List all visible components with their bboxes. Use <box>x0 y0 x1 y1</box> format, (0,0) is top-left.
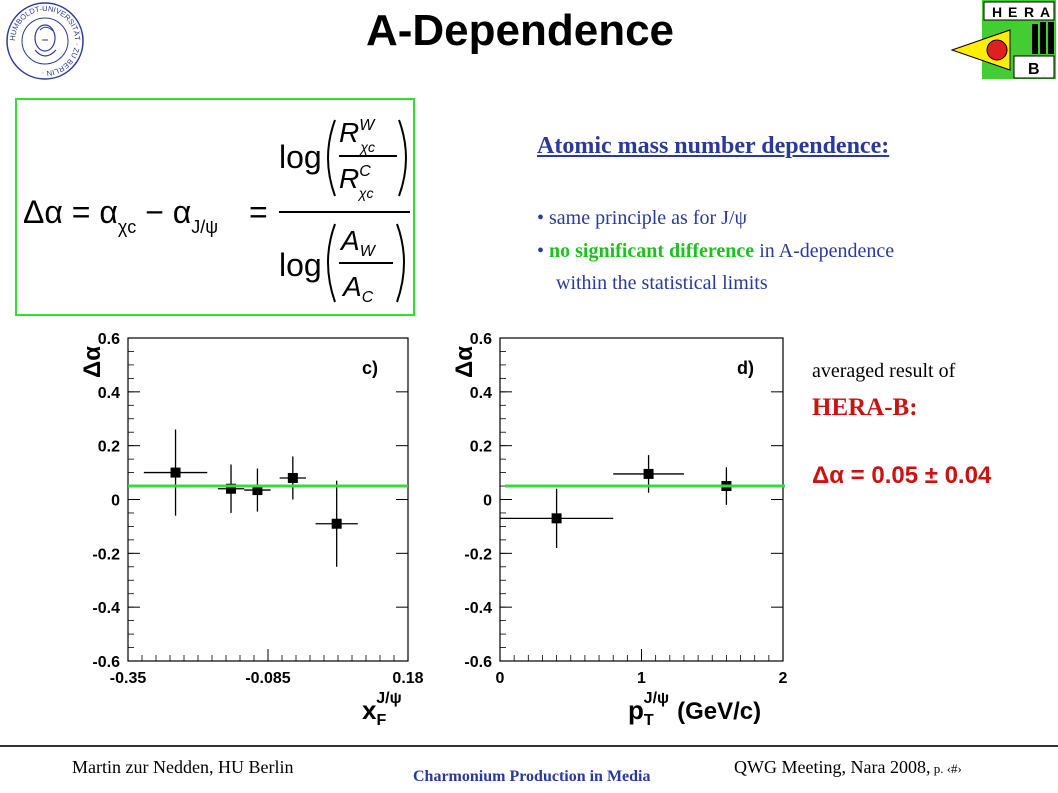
bullet-statistical-limits: within the statistical limits <box>556 272 768 294</box>
y-tick-label: -0.2 <box>464 546 492 563</box>
data-point <box>643 468 654 479</box>
y-tick-label: 0.2 <box>470 439 492 456</box>
formula-box: Δα = αχc − αJ/ψ = log RW χc RC χc log AW A… <box>15 98 415 316</box>
data-point <box>170 467 181 478</box>
svg-text:HUMBOLDT-UNIVERSITÄT · ZU BERL: HUMBOLDT-UNIVERSITÄT · ZU BERLIN · <box>8 4 82 78</box>
panel-label: d) <box>737 358 754 378</box>
averaged-result-label: averaged result of <box>812 360 956 382</box>
chart-panel-pt: -0.6 -0.4 -0.2 0 0.2 0.4 0.6 0 1 2 d) Δα pTJ/ψ (GeV/c… <box>451 331 788 729</box>
hera-b-logo: H E R A B <box>950 0 1056 79</box>
y-tick-label: 0.2 <box>98 439 120 456</box>
bullet-same-principle: • same principle as for J/ψ <box>537 207 748 229</box>
svg-text:H: H <box>992 4 1002 20</box>
delta-alpha-formula: Δα = αχc − αJ/ψ = log RW χc RC χc log AW A… <box>23 117 410 306</box>
y-axis-label: Δα <box>79 346 106 378</box>
formula-log-top: log <box>279 139 322 175</box>
svg-text:E: E <box>1008 4 1017 20</box>
page-number: p. ‹#› <box>930 761 962 776</box>
y-tick-label: 0 <box>111 493 120 510</box>
x-axis-label: xFJ/ψ <box>362 690 402 729</box>
y-tick-label: 0.6 <box>98 331 120 348</box>
footer-author: Martin zur Nedden, HU Berlin <box>72 757 294 777</box>
svg-text:Δα = αχc − αJ/ψ: Δα = αχc − αJ/ψ <box>23 194 218 237</box>
panel-label: c) <box>362 358 378 378</box>
y-tick-label: -0.6 <box>464 654 492 671</box>
y-tick-label: -0.4 <box>464 600 492 617</box>
humboldt-seal-logo: HUMBOLDT-UNIVERSITÄT · ZU BERLIN · <box>6 2 84 80</box>
formula-lhs: Δα = α <box>23 194 118 230</box>
footer-meeting: QWG Meeting, Nara 2008, p. ‹#› <box>734 757 962 777</box>
y-tick-label: 0.4 <box>470 385 492 402</box>
formula-log-bottom: log <box>279 247 322 283</box>
svg-text:A: A <box>1040 4 1050 20</box>
y-tick-label: 0.4 <box>98 385 120 402</box>
charts-area: -0.6 -0.4 -0.2 0 0.2 0.4 0.6 -0.35 -0.085 0.18 c) Δ… <box>79 331 788 729</box>
data-point <box>252 485 263 496</box>
plot-frame <box>499 337 784 662</box>
y-tick-label: -0.2 <box>92 546 120 563</box>
delta-alpha-result: Δα = 0.05 ± 0.04 <box>812 462 992 489</box>
data-point <box>331 518 342 529</box>
highlight-no-difference: no significant difference <box>549 240 755 262</box>
svg-text:B: B <box>1028 61 1040 78</box>
svg-text:AC: AC <box>341 271 374 306</box>
footer-divider <box>0 745 1058 747</box>
section-heading: Atomic mass number dependence: <box>537 133 890 159</box>
y-tick-label: 0 <box>483 493 492 510</box>
x-tick-label: 0.18 <box>392 670 423 687</box>
chart-panel-xf: -0.6 -0.4 -0.2 0 0.2 0.4 0.6 -0.35 -0.085 0.18 c) Δ… <box>79 331 424 729</box>
x-tick-label: 2 <box>779 670 788 687</box>
data-point <box>226 483 237 494</box>
hera-b-label: HERA-B: <box>812 394 918 421</box>
y-tick-label: -0.6 <box>92 654 120 671</box>
footer-talk-title: Charmonium Production in Media <box>413 768 651 785</box>
seal-lettering: HUMBOLDT-UNIVERSITÄT · ZU BERLIN · <box>8 4 82 78</box>
x-tick-label: 1 <box>637 670 646 687</box>
formula-equals: = <box>249 194 268 230</box>
x-tick-label: -0.085 <box>245 670 290 687</box>
data-point <box>551 513 562 524</box>
svg-text:R: R <box>1024 4 1034 20</box>
plot-frame <box>127 337 409 662</box>
y-tick-label: 0.6 <box>470 331 492 348</box>
x-tick-label: 0 <box>496 670 505 687</box>
x-axis-label: pTJ/ψ (GeV/c) <box>628 690 761 729</box>
y-tick-label: -0.4 <box>92 600 120 617</box>
y-axis-label: Δα <box>451 346 478 378</box>
data-point <box>287 472 298 483</box>
svg-text:AW: AW <box>339 225 377 260</box>
x-tick-label: -0.35 <box>110 670 147 687</box>
page-title: A-Dependence <box>365 6 675 55</box>
bullet-no-difference: • no significant difference in A-depende… <box>537 240 895 262</box>
